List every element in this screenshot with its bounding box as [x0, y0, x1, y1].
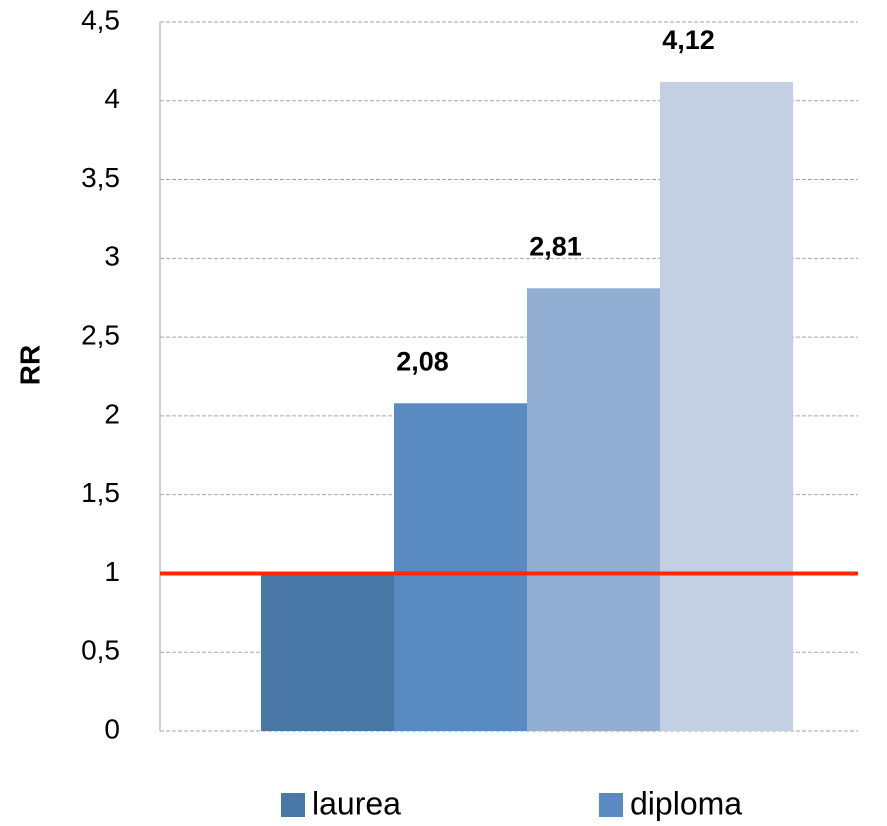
y-tick-label: 2 — [104, 398, 120, 429]
y-tick-label: 0,5 — [81, 635, 120, 666]
y-tick-label: 3,5 — [81, 162, 120, 193]
bar — [527, 288, 660, 731]
value-label: 4,12 — [662, 25, 715, 55]
legend-label: diploma — [630, 785, 742, 821]
y-tick-label: 4 — [104, 83, 120, 114]
y-tick-label: 3 — [104, 241, 120, 272]
y-tick-label: 2,5 — [81, 320, 120, 351]
legend-swatch — [281, 793, 305, 817]
bar — [394, 403, 527, 731]
y-tick-label: 0 — [104, 713, 120, 744]
legend-swatch — [599, 793, 623, 817]
bar — [261, 573, 394, 731]
y-tick-label: 1 — [104, 556, 120, 587]
y-tick-label: 4,5 — [81, 4, 120, 35]
value-label: 2,08 — [396, 346, 449, 376]
y-tick-label: 1,5 — [81, 477, 120, 508]
y-axis-label: RR — [14, 345, 45, 385]
bar — [660, 81, 793, 732]
value-label: 2,81 — [529, 231, 582, 261]
legend-label: laurea — [312, 785, 401, 821]
